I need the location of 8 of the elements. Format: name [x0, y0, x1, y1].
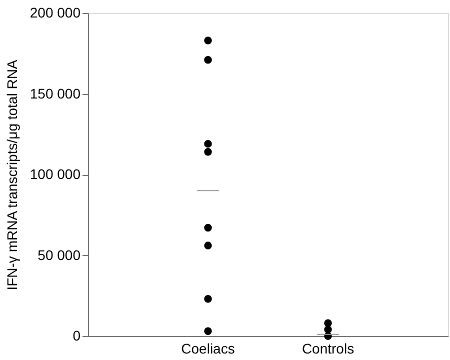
y-axis-title: IFN-γ mRNA transcripts/μg total RNA	[4, 59, 20, 290]
x-tick-label: Coeliacs	[181, 340, 235, 356]
y-tick-label: 100 000	[30, 166, 81, 182]
y-tick-label: 200 000	[30, 4, 81, 20]
y-tick-label: 50 000	[38, 246, 81, 263]
x-tick-label: Controls	[302, 340, 354, 356]
y-tick-label: 150 000	[30, 85, 81, 102]
y-tick-label: 0	[72, 328, 81, 344]
